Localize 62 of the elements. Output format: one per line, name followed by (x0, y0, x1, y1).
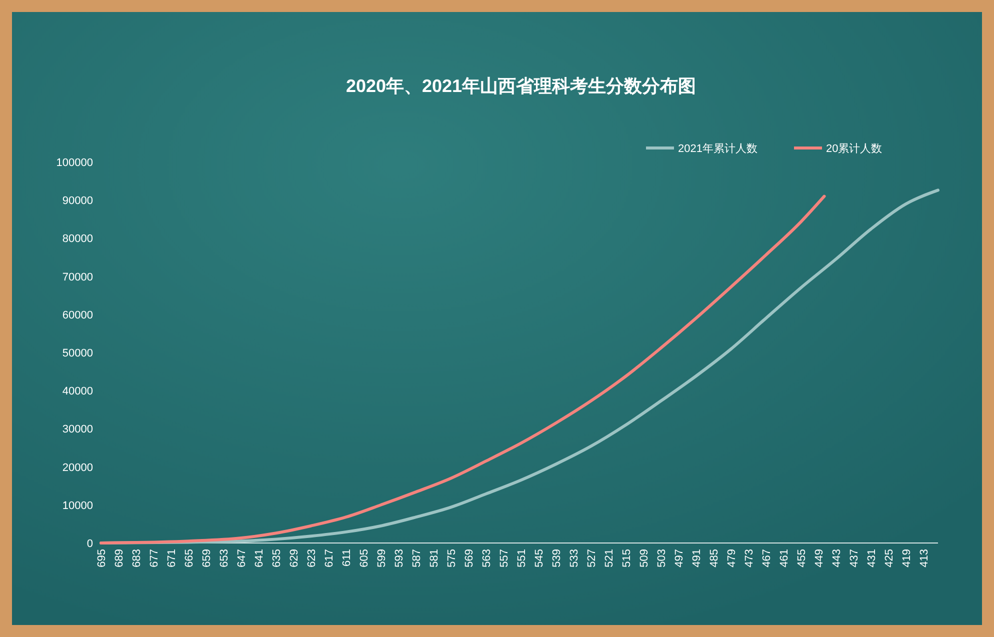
x-tick-label: 479 (726, 549, 738, 568)
y-tick-label: 60000 (62, 309, 93, 322)
x-tick-label: 539 (550, 549, 563, 568)
x-tick-label: 581 (428, 549, 440, 568)
x-tick-label: 569 (463, 549, 476, 568)
y-tick-label: 70000 (62, 271, 93, 284)
x-tick-label: 683 (130, 549, 143, 568)
y-tick-label: 40000 (62, 386, 93, 398)
y-tick-label: 30000 (62, 424, 93, 436)
x-tick-label: 623 (306, 549, 318, 568)
y-tick-label: 90000 (62, 195, 93, 208)
x-tick-label: 491 (690, 549, 703, 568)
x-tick-label: 533 (568, 549, 580, 568)
x-tick-label: 503 (656, 549, 668, 568)
x-tick-label: 461 (778, 549, 790, 568)
x-tick-label: 575 (446, 549, 458, 568)
y-tick-label: 80000 (62, 233, 93, 246)
x-tick-label: 545 (533, 549, 546, 568)
x-tick-label: 593 (393, 549, 406, 568)
legend-label: 2021年累计人数 (678, 142, 758, 155)
x-tick-label: 431 (866, 549, 878, 568)
y-tick-label: 20000 (62, 462, 93, 474)
x-tick-label: 587 (410, 549, 423, 568)
x-tick-label: 419 (900, 549, 913, 568)
x-tick-label: 695 (96, 549, 108, 568)
x-tick-label: 629 (288, 549, 300, 568)
y-tick-label: 0 (86, 538, 93, 550)
x-tick-label: 557 (498, 549, 510, 568)
x-tick-label: 689 (114, 549, 126, 568)
y-tick-label: 50000 (62, 348, 93, 360)
x-tick-label: 443 (830, 549, 843, 568)
x-tick-label: 563 (480, 549, 493, 568)
x-tick-label: 611 (340, 549, 353, 567)
legend-label: 20累计人数 (826, 142, 882, 155)
x-tick-label: 677 (148, 549, 160, 568)
x-tick-label: 527 (586, 549, 598, 568)
chart-title: 2020年、2021年山西省理科考生分数分布图 (346, 76, 696, 96)
x-tick-label: 599 (376, 549, 388, 568)
x-tick-label: 665 (183, 549, 196, 568)
x-tick-label: 425 (883, 549, 896, 568)
x-tick-label: 497 (673, 549, 686, 568)
x-tick-label: 467 (760, 549, 773, 568)
x-tick-label: 509 (638, 549, 650, 568)
x-tick-label: 659 (200, 549, 213, 568)
x-tick-label: 521 (603, 549, 616, 568)
x-tick-label: 455 (796, 549, 808, 568)
x-tick-label: 485 (708, 549, 720, 568)
x-tick-label: 551 (516, 549, 528, 568)
x-tick-label: 473 (743, 549, 756, 568)
x-tick-label: 617 (323, 549, 336, 568)
x-tick-label: 449 (813, 549, 826, 568)
x-tick-label: 641 (253, 549, 266, 568)
x-tick-label: 413 (918, 549, 930, 568)
x-tick-label: 671 (166, 549, 178, 568)
x-tick-label: 647 (236, 549, 248, 568)
y-tick-label: 10000 (62, 500, 93, 512)
y-tick-label: 100000 (56, 157, 93, 169)
x-tick-label: 605 (358, 549, 370, 568)
x-tick-label: 653 (218, 549, 230, 568)
x-tick-label: 515 (620, 549, 633, 568)
x-tick-label: 635 (270, 549, 283, 568)
x-tick-label: 437 (848, 549, 860, 568)
